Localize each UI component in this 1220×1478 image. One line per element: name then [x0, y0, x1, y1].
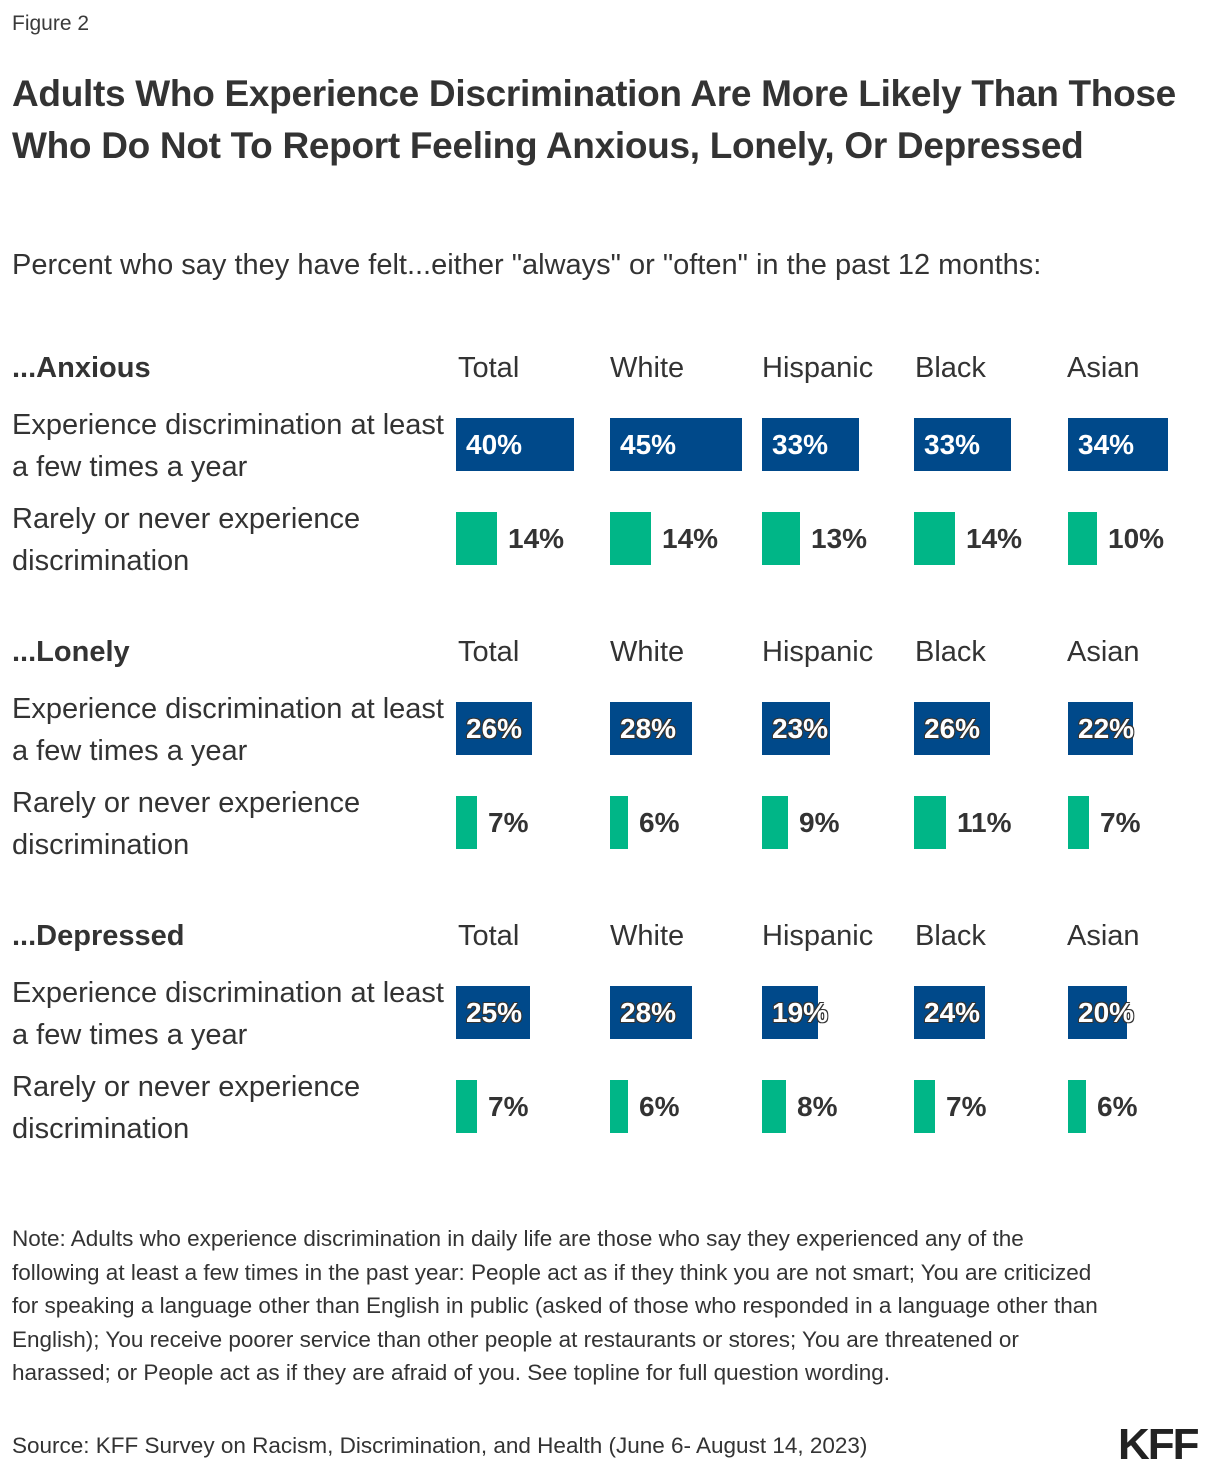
data-label: 40% [466, 429, 523, 460]
data-label: 14% [966, 523, 1023, 554]
data-label: 45% [620, 429, 677, 460]
bar-experience [456, 986, 530, 1039]
data-label: 7% [488, 1091, 529, 1122]
data-label: 14% [662, 523, 719, 554]
column-header: White [610, 920, 685, 952]
column-header: Total [458, 920, 520, 952]
column-header: Black [915, 920, 986, 952]
column-header: Black [915, 636, 986, 668]
column-header: Black [915, 352, 986, 384]
figure-label: Figure 2 [12, 12, 90, 35]
bar-rarely [610, 512, 651, 565]
bar-experience [1068, 418, 1168, 471]
bar-experience [610, 418, 742, 471]
column-header: Hispanic [762, 920, 874, 952]
data-label: 26% [924, 713, 981, 744]
bar-rarely [1068, 1080, 1086, 1133]
bar-rarely [610, 1080, 628, 1133]
column-header: Asian [1067, 636, 1140, 668]
data-label: 22% [1078, 713, 1135, 744]
panel-title: ...Lonely [12, 636, 130, 668]
data-label: 26% [466, 713, 523, 744]
data-label: 13% [811, 523, 868, 554]
bar-experience [914, 702, 990, 755]
bar-rarely [456, 512, 497, 565]
column-header: White [610, 352, 685, 384]
data-label: 28% [620, 997, 677, 1028]
row-label-experience: Experience discrimination at least a few… [12, 977, 444, 1051]
data-label: 6% [639, 1091, 680, 1122]
bar-experience [610, 986, 692, 1039]
bar-experience [914, 986, 985, 1039]
chart-subtitle: Percent who say they have felt...either … [12, 249, 1042, 281]
bar-rarely [762, 796, 788, 849]
data-label: 19% [772, 997, 829, 1028]
data-label: 24% [924, 997, 981, 1028]
bar-rarely [762, 1080, 786, 1133]
bar-experience [1068, 986, 1127, 1039]
data-label: 34% [1078, 429, 1135, 460]
data-label: 7% [946, 1091, 987, 1122]
column-header: Total [458, 352, 520, 384]
bar-rarely [1068, 512, 1097, 565]
bar-experience [456, 702, 532, 755]
chart-source: Source: KFF Survey on Racism, Discrimina… [12, 1433, 868, 1458]
row-label-rarely: Rarely or never experience discriminatio… [12, 1071, 361, 1145]
data-label: 11% [957, 807, 1012, 838]
bar-experience [914, 418, 1011, 471]
data-label: 28% [620, 713, 677, 744]
bar-rarely [456, 796, 477, 849]
panel-title: ...Anxious [12, 352, 151, 384]
kff-logo: KFF [1118, 1420, 1200, 1469]
bar-rarely [914, 1080, 935, 1133]
column-header: White [610, 636, 685, 668]
bar-rarely [762, 512, 800, 565]
bar-experience [762, 418, 859, 471]
data-label: 8% [797, 1091, 838, 1122]
chart-note: Note: Adults who experience discriminati… [12, 1226, 1098, 1386]
data-label: 23% [772, 713, 829, 744]
bar-rarely [1068, 796, 1089, 849]
data-label: 9% [799, 807, 840, 838]
data-label: 6% [1097, 1091, 1138, 1122]
data-label: 7% [488, 807, 529, 838]
row-label-experience: Experience discrimination at least a few… [12, 409, 444, 483]
bar-experience [610, 702, 692, 755]
data-label: 25% [466, 997, 523, 1028]
data-label: 20% [1078, 997, 1135, 1028]
bar-experience [456, 418, 574, 471]
row-label-rarely: Rarely or never experience discriminatio… [12, 503, 361, 577]
bar-rarely [914, 796, 946, 849]
column-header: Asian [1067, 920, 1140, 952]
data-label: 33% [924, 429, 981, 460]
bar-rarely [610, 796, 628, 849]
data-label: 14% [508, 523, 565, 554]
column-header: Asian [1067, 352, 1140, 384]
bar-rarely [456, 1080, 477, 1133]
row-label-rarely: Rarely or never experience discriminatio… [12, 787, 361, 861]
data-label: 6% [639, 807, 680, 838]
bar-experience [762, 986, 818, 1039]
bar-experience [1068, 702, 1133, 755]
column-header: Hispanic [762, 352, 874, 384]
bar-experience [762, 702, 830, 755]
chart-title: Adults Who Experience Discrimination Are… [12, 73, 1176, 166]
column-header: Hispanic [762, 636, 874, 668]
column-header: Total [458, 636, 520, 668]
row-label-experience: Experience discrimination at least a few… [12, 693, 444, 767]
bar-rarely [914, 512, 955, 565]
panel-title: ...Depressed [12, 920, 185, 952]
data-label: 7% [1100, 807, 1141, 838]
data-label: 33% [772, 429, 829, 460]
data-label: 10% [1108, 523, 1165, 554]
